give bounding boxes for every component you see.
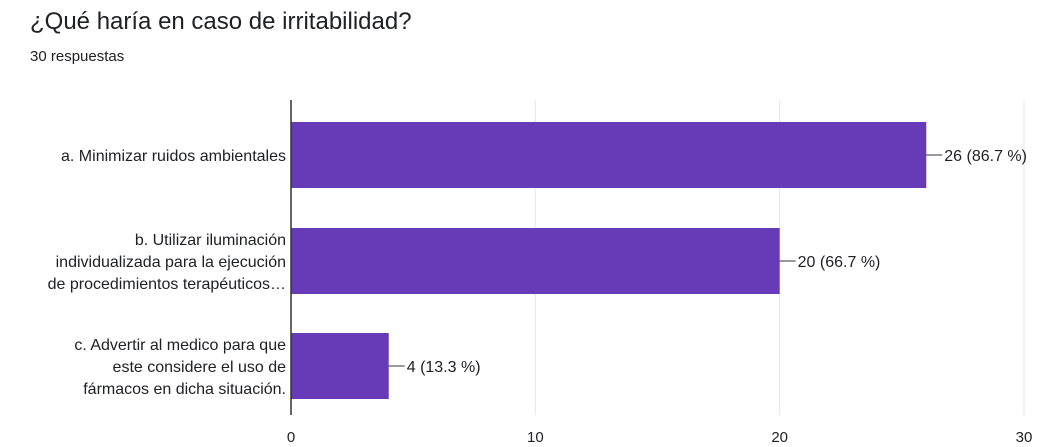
data-label: 4 (13.3 %) — [407, 359, 481, 376]
category-label: b. Utilizar iluminación — [135, 232, 286, 249]
category-label: fármacos en dicha situación. — [83, 381, 286, 398]
x-tick-label: 30 — [1016, 429, 1033, 446]
data-label: 26 (86.7 %) — [944, 148, 1027, 165]
category-label: c. Advertir al medico para que — [74, 337, 286, 354]
data-label: 20 (66.7 %) — [798, 254, 881, 271]
category-label: este considere el uso de — [113, 359, 287, 376]
x-tick-label: 10 — [527, 429, 544, 446]
category-label: a. Minimizar ruidos ambientales — [61, 148, 286, 165]
x-tick-label: 20 — [771, 429, 788, 446]
bar — [291, 122, 927, 188]
response-count: 30 respuestas — [30, 48, 125, 65]
category-label: individualizada para la ejecución — [56, 254, 286, 271]
x-tick-label: 0 — [287, 429, 295, 446]
bar — [291, 333, 389, 399]
bar — [291, 228, 780, 294]
question-title: ¿Qué haría en caso de irritabilidad? — [30, 8, 412, 35]
category-label: de procedimientos terapéuticos… — [48, 276, 286, 293]
